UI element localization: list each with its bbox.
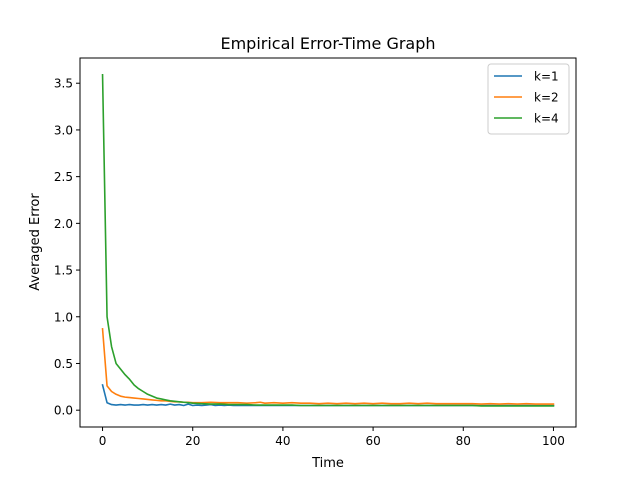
- x-tick-label: 100: [542, 434, 565, 448]
- series-line-2: [101, 328, 555, 405]
- series-layer: [101, 74, 555, 407]
- chart-title: Empirical Error-Time Graph: [220, 34, 435, 53]
- series-line-3: [101, 74, 555, 407]
- plot-frame: [79, 57, 577, 428]
- y-axis: 0.0 0.5 1.0 1.5 2.0 2.5 3.0 3.5: [54, 77, 80, 418]
- legend: k=1 k=2 k=4: [487, 63, 570, 135]
- x-tick-label: 20: [185, 434, 200, 448]
- y-tick-label: 0.5: [54, 357, 73, 371]
- y-tick-label: 3.0: [54, 123, 73, 137]
- legend-box: [487, 63, 570, 135]
- legend-label-2: k=2: [534, 91, 559, 105]
- y-axis-label: Averaged Error: [28, 193, 43, 291]
- y-tick-label: 3.5: [54, 77, 73, 91]
- x-axis: 0 20 40 60 80 100: [99, 427, 565, 448]
- x-tick-label: 80: [456, 434, 471, 448]
- x-tick-label: 40: [275, 434, 290, 448]
- y-tick-label: 2.5: [54, 170, 73, 184]
- x-tick-label: 0: [99, 434, 107, 448]
- y-tick-label: 2.0: [54, 217, 73, 231]
- y-tick-label: 0.0: [54, 404, 73, 418]
- y-tick-label: 1.0: [54, 310, 73, 324]
- legend-label-3: k=4: [534, 112, 559, 126]
- x-tick-label: 60: [365, 434, 380, 448]
- x-axis-label: Time: [311, 456, 344, 471]
- legend-label-1: k=1: [534, 70, 559, 84]
- y-tick-label: 1.5: [54, 264, 73, 278]
